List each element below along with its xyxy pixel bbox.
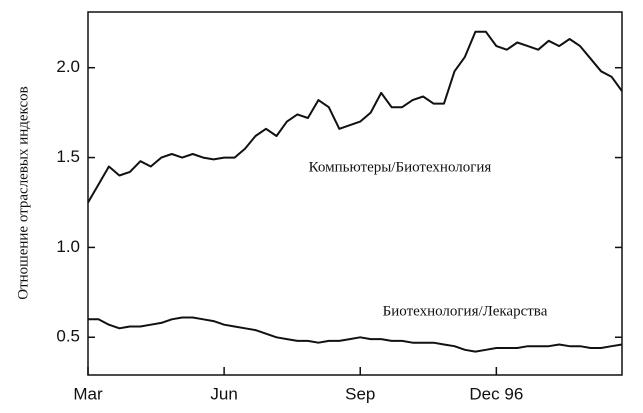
series-line: [88, 316, 623, 353]
x-tick-label: Mar: [73, 384, 103, 403]
y-axis-label: Отношение отраслевых индексов: [15, 86, 31, 300]
plot-frame: [87, 11, 623, 376]
series-label: Биотехнология/Лекарства: [383, 303, 548, 319]
x-tick-label: Sep: [345, 384, 375, 403]
y-tick-label: 1.5: [56, 147, 80, 166]
x-tick-label: Dec 96: [469, 384, 523, 403]
series-label: Компьютеры/Биотехнология: [309, 159, 492, 175]
series-line: [87, 30, 623, 204]
y-tick-label: 0.5: [56, 327, 80, 346]
y-tick-label: 1.0: [56, 237, 80, 256]
x-tick-label: Jun: [210, 384, 237, 403]
y-tick-label: 2.0: [56, 57, 80, 76]
